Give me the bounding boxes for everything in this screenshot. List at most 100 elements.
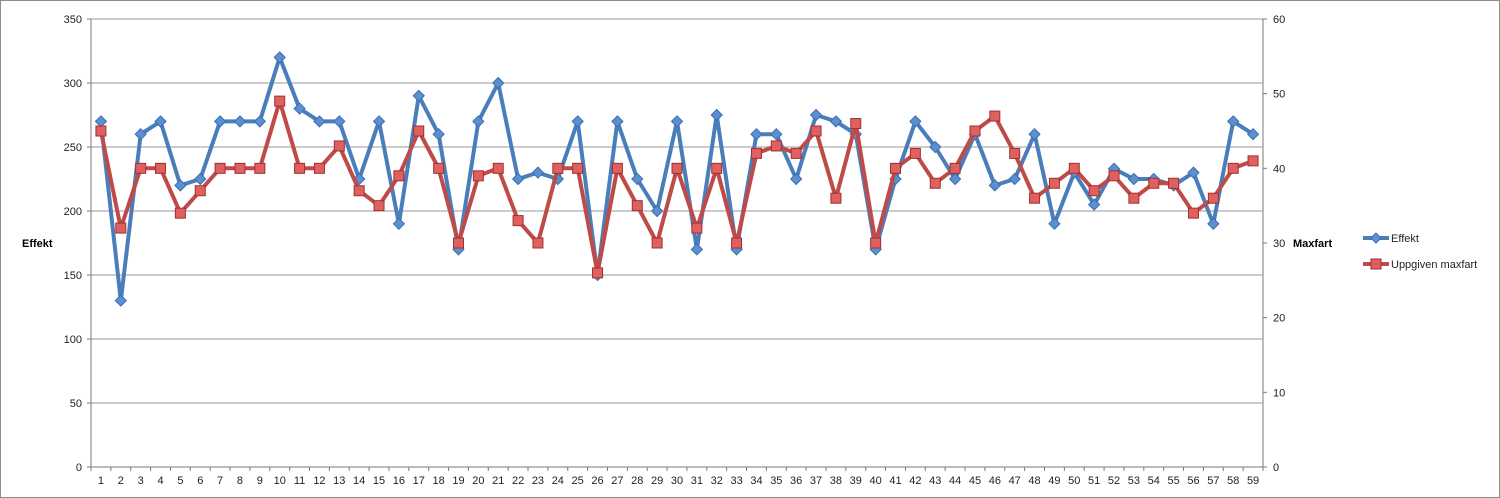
data-point-uppgiven-maxfart xyxy=(373,200,385,212)
data-point-effekt xyxy=(650,204,664,218)
data-point-effekt xyxy=(690,243,704,256)
x-tick-label: 52 xyxy=(1108,475,1120,487)
data-point-effekt xyxy=(1087,198,1101,211)
data-point-effekt xyxy=(670,115,684,128)
data-point-effekt xyxy=(1246,127,1260,141)
legend-label-effekt: Effekt xyxy=(1391,233,1419,245)
data-point-uppgiven-maxfart xyxy=(155,162,167,174)
x-tick-label: 26 xyxy=(591,475,603,487)
data-point-uppgiven-maxfart xyxy=(1009,147,1021,159)
x-tick-label: 25 xyxy=(572,475,584,487)
right-tick-label: 10 xyxy=(1273,387,1285,399)
series-uppgiven-maxfart xyxy=(95,95,1259,279)
x-tick-label: 1 xyxy=(98,475,104,487)
data-point-effekt xyxy=(789,172,803,186)
data-point-uppgiven-maxfart xyxy=(770,140,782,152)
x-tick-label: 58 xyxy=(1227,475,1239,487)
data-point-uppgiven-maxfart xyxy=(532,237,544,249)
data-point-effekt xyxy=(492,76,505,90)
data-point-uppgiven-maxfart xyxy=(512,215,524,227)
data-point-effekt xyxy=(273,51,286,64)
data-point-effekt xyxy=(253,115,267,128)
data-point-uppgiven-maxfart xyxy=(313,162,325,174)
x-tick-label: 40 xyxy=(870,475,882,487)
series-line-effekt xyxy=(98,55,1255,303)
x-tick-label: 15 xyxy=(373,475,385,487)
data-point-uppgiven-maxfart xyxy=(1108,170,1120,182)
data-point-effekt xyxy=(174,179,187,192)
data-point-effekt xyxy=(948,172,962,186)
data-point-uppgiven-maxfart xyxy=(433,162,445,174)
x-tick-label: 33 xyxy=(730,475,742,487)
x-tick-label: 11 xyxy=(294,475,305,487)
data-point-uppgiven-maxfart xyxy=(393,170,405,182)
data-point-uppgiven-maxfart xyxy=(274,95,286,107)
data-point-uppgiven-maxfart xyxy=(1227,162,1239,174)
x-tick-label: 4 xyxy=(157,475,163,487)
x-tick-label: 23 xyxy=(532,475,544,487)
data-point-effekt xyxy=(352,172,366,186)
gridlines xyxy=(91,18,1263,404)
x-tick-label: 7 xyxy=(217,475,223,487)
data-point-effekt xyxy=(710,108,723,122)
data-point-effekt xyxy=(154,115,167,128)
x-tick-label: 38 xyxy=(830,475,842,487)
data-point-effekt xyxy=(94,115,108,128)
data-point-uppgiven-maxfart xyxy=(95,125,107,137)
x-tick-label: 18 xyxy=(433,475,445,487)
data-point-uppgiven-maxfart xyxy=(909,147,921,159)
x-tick-label: 3 xyxy=(138,475,144,487)
data-point-effekt xyxy=(194,172,207,186)
data-point-effekt xyxy=(1028,127,1041,141)
data-point-uppgiven-maxfart xyxy=(1207,192,1219,204)
left-tick-label: 150 xyxy=(64,270,82,282)
x-tick-label: 10 xyxy=(274,475,286,487)
x-tick-label: 44 xyxy=(949,475,961,487)
data-point-uppgiven-maxfart xyxy=(234,162,246,174)
x-tick-label: 32 xyxy=(711,475,723,487)
axes xyxy=(90,19,1264,468)
x-tick-label: 13 xyxy=(333,475,345,487)
legend-item-effekt: Effekt xyxy=(1363,232,1419,245)
data-point-uppgiven-maxfart xyxy=(254,162,266,174)
x-tick-label: 9 xyxy=(257,475,263,487)
data-point-uppgiven-maxfart xyxy=(572,162,584,174)
data-point-effekt xyxy=(909,115,922,128)
data-point-uppgiven-maxfart xyxy=(631,200,643,212)
data-point-effekt xyxy=(472,115,485,128)
data-point-effekt xyxy=(611,115,624,128)
data-point-uppgiven-maxfart xyxy=(1247,155,1259,167)
right-tick-label: 50 xyxy=(1273,89,1285,101)
x-tick-label: 14 xyxy=(353,475,365,487)
data-point-uppgiven-maxfart xyxy=(969,125,981,137)
x-tick-label: 6 xyxy=(197,475,203,487)
data-point-uppgiven-maxfart xyxy=(492,162,504,174)
right-tick-label: 40 xyxy=(1273,163,1285,175)
data-point-uppgiven-maxfart xyxy=(671,162,683,174)
data-point-effekt xyxy=(829,115,843,128)
data-point-effekt xyxy=(392,217,406,231)
right-tick-label: 20 xyxy=(1273,313,1285,325)
left-tick-label: 300 xyxy=(64,78,82,90)
data-point-uppgiven-maxfart xyxy=(1148,177,1160,189)
data-point-effekt xyxy=(1207,217,1220,231)
data-point-uppgiven-maxfart xyxy=(1068,162,1080,174)
right-tick-label: 60 xyxy=(1273,14,1285,26)
x-tick-label: 8 xyxy=(237,475,243,487)
right-tick-label: 0 xyxy=(1273,462,1279,474)
x-tick-label: 28 xyxy=(631,475,643,487)
data-point-uppgiven-maxfart xyxy=(989,110,1001,122)
x-tick-label: 50 xyxy=(1068,475,1080,487)
data-point-effekt xyxy=(1187,166,1200,179)
x-tick-label: 43 xyxy=(929,475,941,487)
data-point-uppgiven-maxfart xyxy=(115,222,127,234)
data-point-uppgiven-maxfart xyxy=(830,192,842,204)
x-axis-ticks: 1 2 3 4 5 6 7 8 9 10 11 12 13 14 15 16 17 18 19 20 21 22 23 24 2… xyxy=(90,467,1264,487)
x-tick-label: 57 xyxy=(1207,475,1219,487)
data-point-effekt xyxy=(1048,217,1061,231)
data-point-uppgiven-maxfart xyxy=(135,162,147,174)
data-point-uppgiven-maxfart xyxy=(214,162,226,174)
x-tick-label: 54 xyxy=(1148,475,1160,487)
data-point-effekt xyxy=(631,172,644,186)
data-point-effekt xyxy=(372,115,386,128)
